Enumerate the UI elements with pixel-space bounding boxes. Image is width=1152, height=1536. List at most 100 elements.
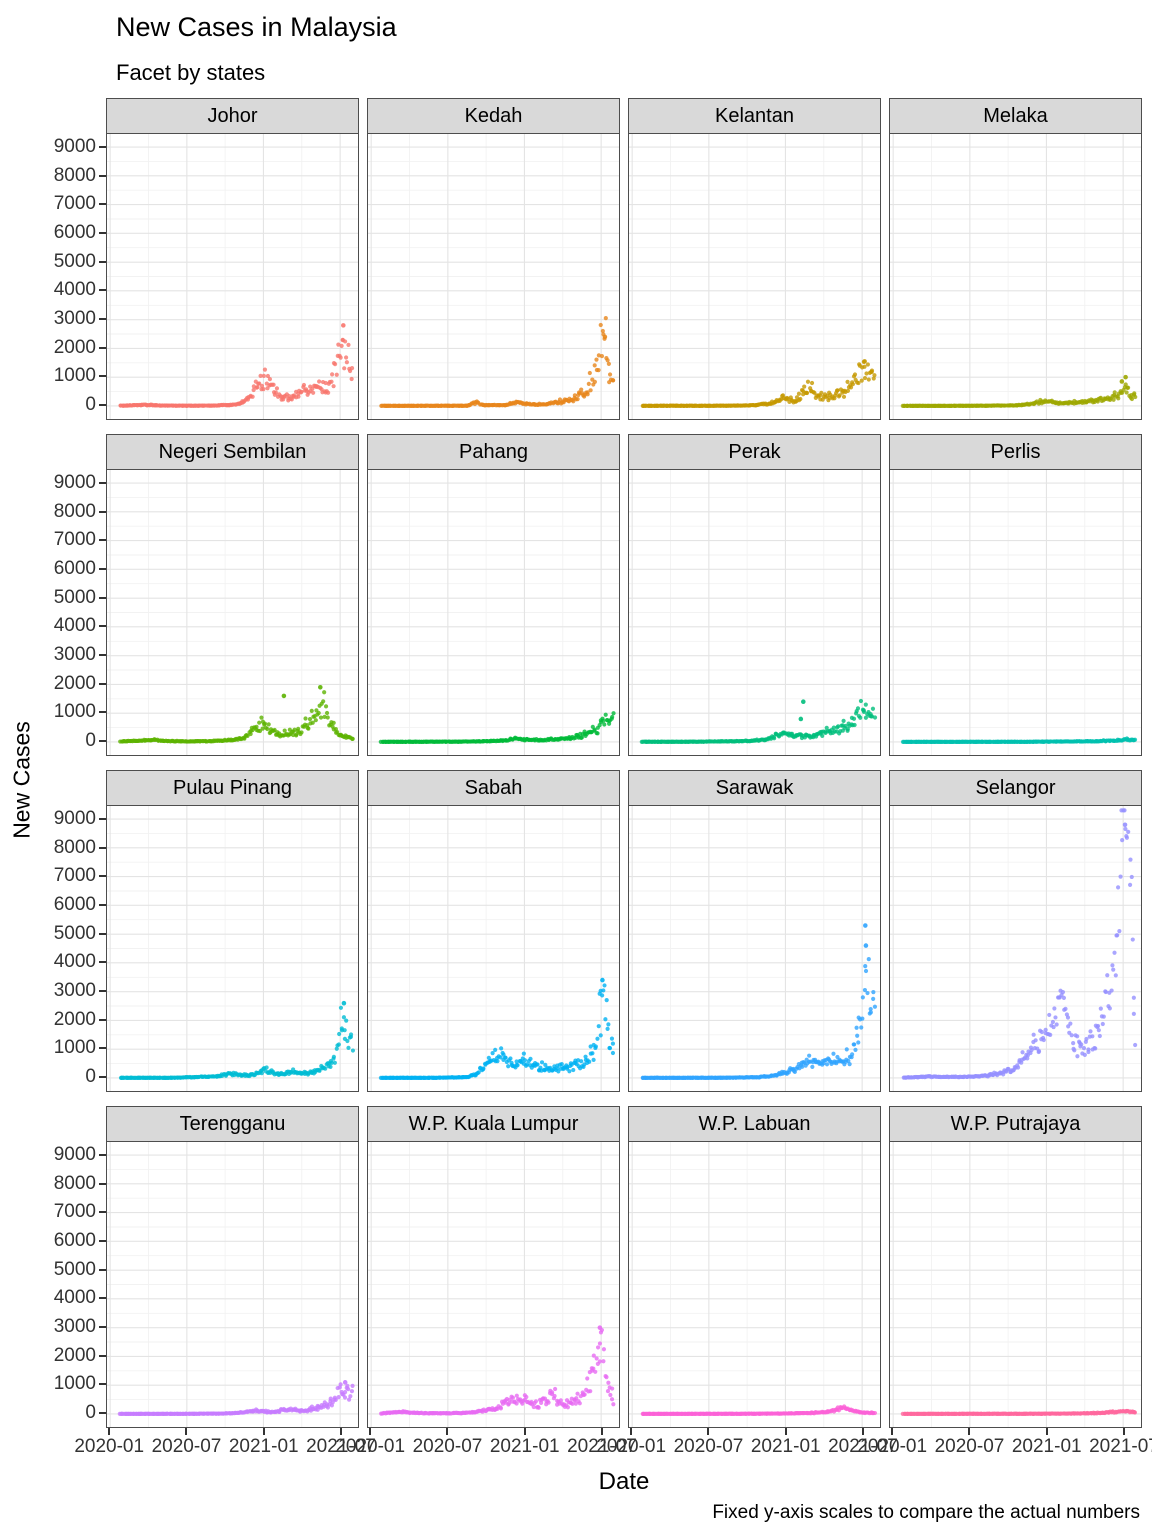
y-tick-mark xyxy=(99,539,106,542)
y-tick-label: 7000 xyxy=(53,865,96,887)
y-tick-label: 8000 xyxy=(53,1172,96,1194)
facet-title: Terengganu xyxy=(179,1112,286,1135)
x-tick-mark xyxy=(108,1428,111,1435)
y-tick-label: 5000 xyxy=(53,250,96,272)
y-tick-label: 9000 xyxy=(53,1144,96,1165)
facet-panel xyxy=(367,134,620,420)
facet-row-3: 0 1000 2000 3000 4000 5000 6000 7000 8000 9000 Pul… xyxy=(44,770,1142,1092)
y-tick-mark xyxy=(99,510,106,513)
x-tick-mark xyxy=(784,1428,787,1435)
y-tick-mark xyxy=(99,1240,106,1242)
y-tick-mark xyxy=(99,1211,106,1214)
y-tick-label: 5000 xyxy=(53,1258,96,1280)
x-tick-label: 2020-01 xyxy=(335,1436,406,1457)
y-tick-label: 5000 xyxy=(53,586,96,608)
y-tick-label: 0 xyxy=(85,1066,96,1087)
facet-scatter-svg xyxy=(107,470,358,755)
facet-scatter-svg xyxy=(368,470,619,755)
facet-panel xyxy=(628,806,881,1092)
facet-perak: Perak xyxy=(628,434,881,756)
y-tick-label: 7000 xyxy=(53,1201,96,1223)
y-tick-mark xyxy=(99,1412,106,1414)
y-tick-label: 2000 xyxy=(53,336,96,358)
x-tick-label: 2021-01 xyxy=(228,1436,299,1457)
y-tick-label: 9000 xyxy=(53,808,96,829)
facet-strip: Melaka xyxy=(889,98,1142,134)
facet-strip: Kelantan xyxy=(628,98,881,134)
y-tick-mark xyxy=(99,1326,106,1328)
x-tick-label: 2020-01 xyxy=(857,1436,928,1457)
facet-scatter-svg xyxy=(368,134,619,419)
y-tick-mark xyxy=(99,1297,106,1300)
facet-title: W.P. Putrajaya xyxy=(950,1112,1081,1135)
y-tick-mark xyxy=(99,318,106,320)
facet-strip: Perlis xyxy=(889,434,1142,470)
x-tick-mark xyxy=(1122,1428,1125,1435)
y-tick-label: 9000 xyxy=(53,472,96,493)
y-tick-mark xyxy=(99,1354,106,1357)
x-tick-mark xyxy=(630,1428,633,1435)
y-tick-mark xyxy=(99,568,106,570)
chart-subtitle: Facet by states xyxy=(116,60,266,85)
facet-panel xyxy=(106,470,359,756)
facet-title: Perak xyxy=(728,440,781,463)
facet-title: Melaka xyxy=(983,104,1048,127)
x-tick-label: 2021-07 xyxy=(567,1436,637,1457)
y-tick-mark xyxy=(99,740,106,742)
y-tick-label: 4000 xyxy=(53,279,96,301)
facet-scatter-svg xyxy=(890,134,1141,419)
facet-title: W.P. Kuala Lumpur xyxy=(408,1112,579,1135)
facet-scatter-svg xyxy=(107,134,358,419)
facet-title: Kelantan xyxy=(715,104,794,127)
facet-panel xyxy=(628,470,881,756)
facet-panel xyxy=(106,134,359,420)
y-axis-gutter: 0 1000 2000 3000 4000 5000 6000 7000 8000 9000 xyxy=(44,98,106,420)
x-tick-mark xyxy=(262,1428,265,1435)
facet-scatter-svg xyxy=(368,1142,619,1427)
y-tick-label: 0 xyxy=(85,1402,96,1423)
x-axis-title: Date xyxy=(598,1468,650,1495)
x-axis: 2020-01 2020-07 2021-01 2021-07 xyxy=(596,1428,898,1462)
facet-panel xyxy=(889,470,1142,756)
facet-title: Selangor xyxy=(975,776,1056,799)
facet-kedah: Kedah xyxy=(367,98,620,420)
facet-row-1: 0 1000 2000 3000 4000 5000 6000 7000 8000 9000 Joh… xyxy=(44,98,1142,420)
x-tick-label: 2021-01 xyxy=(489,1436,560,1457)
x-tick-label: 2020-07 xyxy=(412,1436,483,1457)
x-tick-mark xyxy=(523,1428,526,1435)
x-axis: 2020-01 2020-07 2021-01 2021-07 xyxy=(74,1428,376,1462)
y-tick-mark xyxy=(99,904,106,906)
x-tick-mark xyxy=(339,1428,342,1435)
facet-scatter-svg xyxy=(890,806,1141,1091)
y-tick-label: 1000 xyxy=(53,701,96,723)
facet-panel xyxy=(889,1142,1142,1428)
y-axis-gutter: 0 1000 2000 3000 4000 5000 6000 7000 8000 9000 xyxy=(44,1106,106,1462)
y-tick-label: 4000 xyxy=(53,1287,96,1309)
y-tick-label: 6000 xyxy=(53,894,96,915)
y-tick-mark xyxy=(99,375,106,378)
facet-title: Sabah xyxy=(464,776,523,799)
x-tick-label: 2020-07 xyxy=(151,1436,222,1457)
y-tick-mark xyxy=(99,1018,106,1021)
facet-title: Pulau Pinang xyxy=(173,776,292,799)
x-tick-label: 2020-07 xyxy=(934,1436,1005,1457)
facet-scatter-svg xyxy=(629,1142,880,1427)
facet-panel xyxy=(367,470,620,756)
y-tick-label: 7000 xyxy=(53,193,96,215)
facet-w-p-putrajaya: W.P. Putrajaya 2020-01 2020-07 2021-01 2021-… xyxy=(857,1106,1152,1462)
y-tick-label: 2000 xyxy=(53,1344,96,1366)
y-tick-mark xyxy=(99,232,106,234)
facet-scatter-svg xyxy=(890,1142,1141,1427)
x-tick-mark xyxy=(369,1428,372,1435)
x-tick-label: 2021-07 xyxy=(1089,1436,1152,1457)
x-tick-label: 2021-07 xyxy=(306,1436,376,1457)
facet-strip: W.P. Putrajaya xyxy=(889,1106,1142,1142)
y-tick-mark xyxy=(99,1047,106,1050)
facet-strip: Pulau Pinang xyxy=(106,770,359,806)
y-tick-mark xyxy=(99,1076,106,1078)
x-tick-mark xyxy=(861,1428,864,1435)
y-tick-mark xyxy=(99,1383,106,1386)
y-tick-mark xyxy=(99,289,106,292)
facet-strip: Kedah xyxy=(367,98,620,134)
